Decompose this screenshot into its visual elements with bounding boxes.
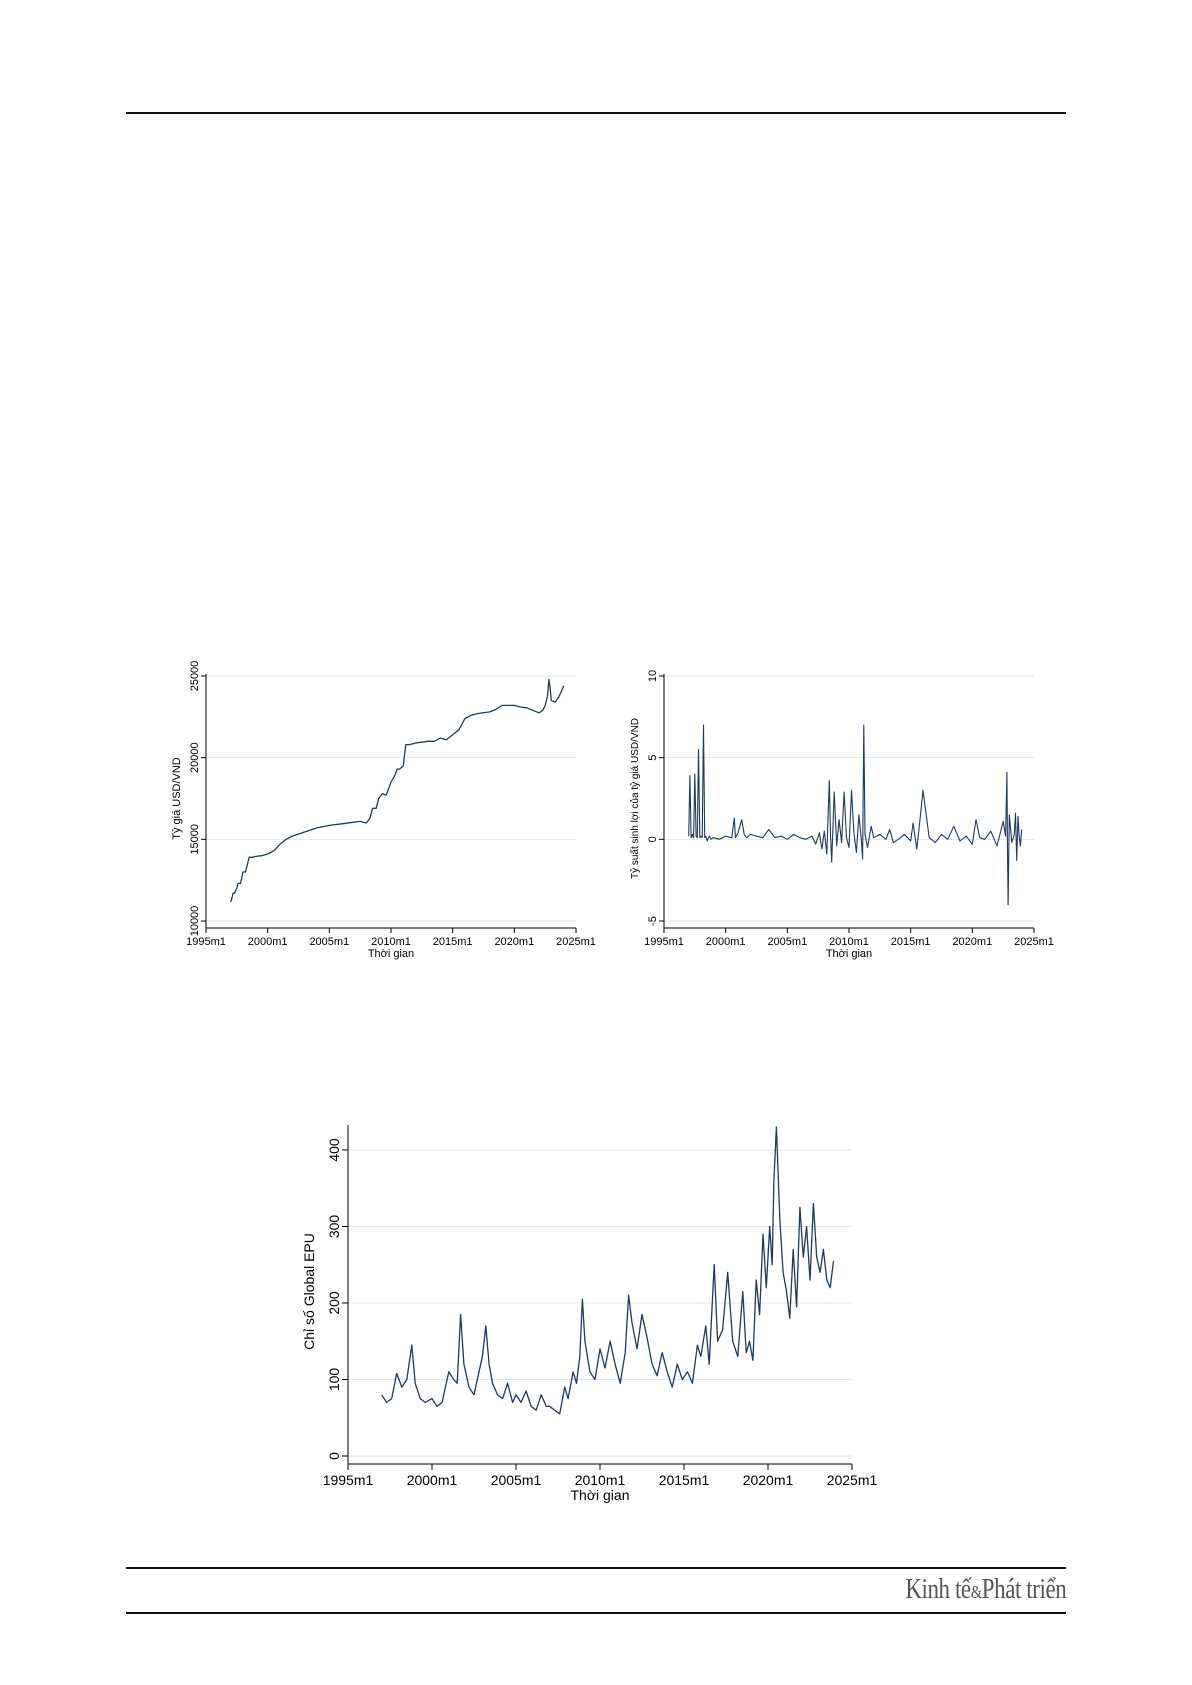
header-rule bbox=[126, 112, 1066, 114]
x-tick-label: 2000m1 bbox=[248, 936, 288, 948]
logo-ampersand: & bbox=[970, 1582, 982, 1602]
series-line bbox=[381, 1126, 835, 1415]
x-tick-label: 2015m1 bbox=[433, 936, 473, 948]
x-axis-label: Thời gian bbox=[571, 1487, 630, 1503]
x-axis-label: Thời gian bbox=[826, 948, 872, 960]
x-tick-label: 1995m1 bbox=[644, 936, 684, 948]
x-tick-label: 2000m1 bbox=[706, 936, 746, 948]
x-axis-label: Thời gian bbox=[368, 948, 414, 960]
x-tick-label: 2025m1 bbox=[827, 1472, 878, 1488]
logo-text-1: Kinh tế bbox=[905, 1574, 971, 1605]
exchange-rate-chart: 10000 15000 20000 25000 1995m1 2000m1 2005m1 20… bbox=[171, 661, 596, 960]
series-line bbox=[688, 724, 1023, 906]
y-tick-label: 200 bbox=[326, 1291, 342, 1315]
y-tick-label: 5 bbox=[647, 755, 659, 761]
x-tick-label: 1995m1 bbox=[186, 936, 226, 948]
x-tick-label: 2015m1 bbox=[891, 936, 931, 948]
x-tick-label: 2005m1 bbox=[491, 1472, 542, 1488]
y-axis-label: Tỷ suất sinh lợi của tỷ giá USD/VND bbox=[629, 718, 641, 879]
y-tick-label: 0 bbox=[326, 1452, 342, 1460]
x-tick-label: 2010m1 bbox=[575, 1472, 626, 1488]
series-line bbox=[230, 678, 565, 903]
logo-text-2: Phát triển bbox=[981, 1574, 1066, 1605]
y-tick-label: 0 bbox=[647, 836, 659, 842]
footer-rule-bottom bbox=[126, 1612, 1066, 1614]
y-tick-label: 15000 bbox=[189, 824, 201, 855]
x-tick-label: 2020m1 bbox=[743, 1472, 794, 1488]
x-tick-label: 2005m1 bbox=[309, 936, 349, 948]
y-tick-label: 300 bbox=[326, 1215, 342, 1239]
y-tick-label: 10000 bbox=[189, 906, 201, 937]
x-tick-label: 2005m1 bbox=[767, 936, 807, 948]
global-epu-chart: 0 100 200 300 400 1995m1 2000m1 2005m1 2010m1 201… bbox=[301, 1125, 878, 1503]
y-axis-label: Tỷ giá USD/VND bbox=[171, 757, 183, 840]
x-tick-label: 2020m1 bbox=[952, 936, 992, 948]
x-tick-label: 2025m1 bbox=[556, 936, 596, 948]
y-tick-label: 10 bbox=[647, 670, 659, 682]
footer-rule-top bbox=[126, 1567, 1066, 1569]
y-tick-label: 20000 bbox=[189, 742, 201, 773]
x-tick-label: 2015m1 bbox=[659, 1472, 710, 1488]
y-tick-label: 400 bbox=[326, 1138, 342, 1162]
y-tick-label: 25000 bbox=[189, 661, 201, 692]
x-tick-label: 2020m1 bbox=[494, 936, 534, 948]
journal-logo: Kinh tế&Phát triển bbox=[905, 1574, 1066, 1606]
x-tick-label: 2025m1 bbox=[1014, 936, 1054, 948]
x-tick-label: 2000m1 bbox=[407, 1472, 458, 1488]
x-tick-label: 1995m1 bbox=[323, 1472, 374, 1488]
y-tick-label: -5 bbox=[647, 916, 659, 926]
x-tick-label: 2010m1 bbox=[371, 936, 411, 948]
exchange-rate-return-chart: -5 0 5 10 1995m1 2000m1 2005m1 2010m1 2015m1 2020… bbox=[629, 670, 1054, 960]
y-tick-label: 100 bbox=[326, 1368, 342, 1392]
x-tick-label: 2010m1 bbox=[829, 936, 869, 948]
y-axis-label: Chỉ số Global EPU bbox=[301, 1233, 317, 1350]
